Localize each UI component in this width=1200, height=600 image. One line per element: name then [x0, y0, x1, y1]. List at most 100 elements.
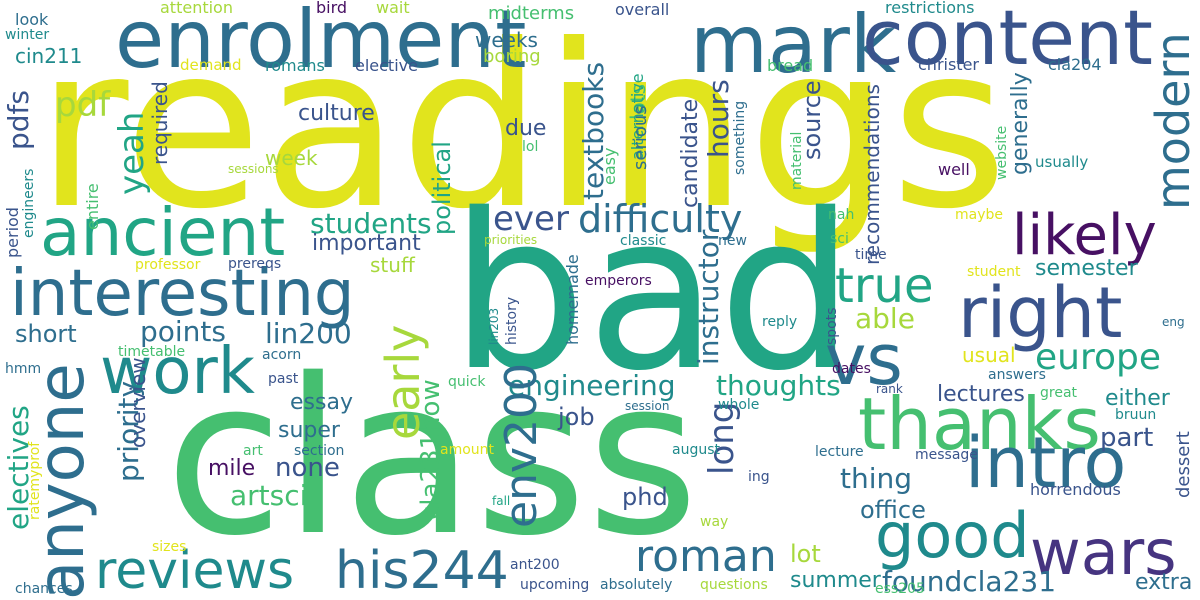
word: ess205: [875, 581, 925, 597]
word: absolutely: [600, 577, 673, 593]
word: classic: [620, 233, 667, 249]
word: usually: [1035, 153, 1089, 171]
word: thing: [840, 462, 913, 495]
word: professor: [135, 257, 201, 273]
word: reply: [762, 314, 798, 330]
word: important: [312, 231, 421, 256]
word: vs: [825, 319, 903, 401]
word: culture: [298, 101, 375, 126]
word: overview: [126, 357, 150, 448]
word: hmm: [5, 361, 42, 377]
word: none: [275, 453, 340, 483]
word: pdf: [55, 85, 111, 125]
word: stuff: [370, 253, 415, 277]
word: boring: [483, 46, 541, 67]
word: lectures: [937, 382, 1025, 407]
word: work: [100, 335, 255, 409]
word: generally: [1008, 72, 1033, 175]
word: due: [505, 116, 547, 141]
word: required: [148, 81, 172, 165]
word: phd: [622, 483, 668, 511]
word: engineering: [508, 369, 676, 402]
word: content: [862, 0, 1153, 82]
word: ant200: [510, 557, 560, 573]
word: time: [855, 247, 887, 263]
word: spots: [824, 307, 840, 345]
word: ancient: [40, 194, 286, 271]
word: lin200: [265, 317, 352, 350]
word: modern: [1146, 32, 1200, 210]
word: difficulty: [578, 197, 743, 241]
word: midterms: [488, 3, 575, 24]
word: ing: [748, 469, 770, 485]
word: chances: [15, 581, 73, 597]
word: his244: [335, 541, 509, 600]
word: right: [958, 272, 1123, 354]
word: part: [1100, 423, 1154, 453]
word: good: [875, 499, 1030, 572]
word: message: [915, 447, 978, 463]
word: students: [310, 207, 432, 240]
word: recommendations: [860, 84, 884, 265]
word: bad: [450, 167, 855, 418]
word: easy: [600, 147, 619, 185]
word: winter: [5, 27, 50, 43]
word: likely: [1012, 203, 1157, 268]
word: office: [860, 496, 926, 524]
word: readings: [36, 0, 1008, 259]
word: material: [789, 131, 805, 190]
word: homemade: [563, 254, 582, 345]
word: europe: [1035, 337, 1161, 378]
word: bird: [316, 0, 348, 17]
word: points: [140, 315, 226, 348]
word: student: [967, 264, 1021, 280]
word: amount: [440, 442, 495, 458]
word: timetable: [118, 344, 186, 360]
word: past: [268, 371, 299, 387]
word: section: [294, 443, 345, 459]
word: wars: [1030, 516, 1177, 589]
word: entire: [83, 183, 102, 230]
word: intro: [965, 422, 1127, 504]
word: romans: [265, 56, 325, 75]
word: elective: [355, 56, 418, 75]
word: history: [504, 296, 520, 345]
word: thanks: [858, 382, 1101, 466]
word: dessert: [1173, 431, 1194, 498]
word: august: [672, 442, 720, 458]
word: foundcla231: [882, 565, 1057, 598]
word: semester: [1035, 256, 1138, 281]
word: essay: [290, 390, 353, 415]
word: short: [15, 320, 77, 348]
word: look: [15, 10, 49, 29]
word: eng: [1162, 315, 1185, 329]
word: thoughts: [716, 369, 841, 402]
word: sci: [830, 231, 849, 247]
word: great: [1040, 385, 1078, 401]
word: interesting: [10, 257, 355, 331]
word: roman: [635, 531, 777, 582]
word: ratemyprof: [27, 441, 43, 520]
word: priorities: [484, 233, 538, 247]
word: candidate: [678, 98, 703, 208]
word: cin211: [15, 44, 83, 68]
word: restrictions: [885, 0, 975, 17]
word: attention: [160, 0, 233, 17]
word: sizes: [152, 539, 187, 555]
word: ever: [493, 199, 569, 239]
word: able: [855, 302, 915, 335]
word: quick: [448, 374, 486, 390]
word: art: [243, 443, 263, 459]
word: website: [994, 125, 1010, 180]
word: whole: [718, 397, 760, 413]
word: nah: [828, 207, 855, 223]
word: well: [938, 160, 970, 179]
word: bread: [767, 56, 814, 75]
word: cla204: [1048, 55, 1102, 74]
word: bruun: [1115, 407, 1157, 423]
word: emperors: [585, 273, 652, 289]
word: questions: [700, 577, 768, 593]
word: horrendous: [1030, 480, 1121, 499]
word: political: [428, 141, 456, 235]
word: overall: [615, 0, 670, 19]
